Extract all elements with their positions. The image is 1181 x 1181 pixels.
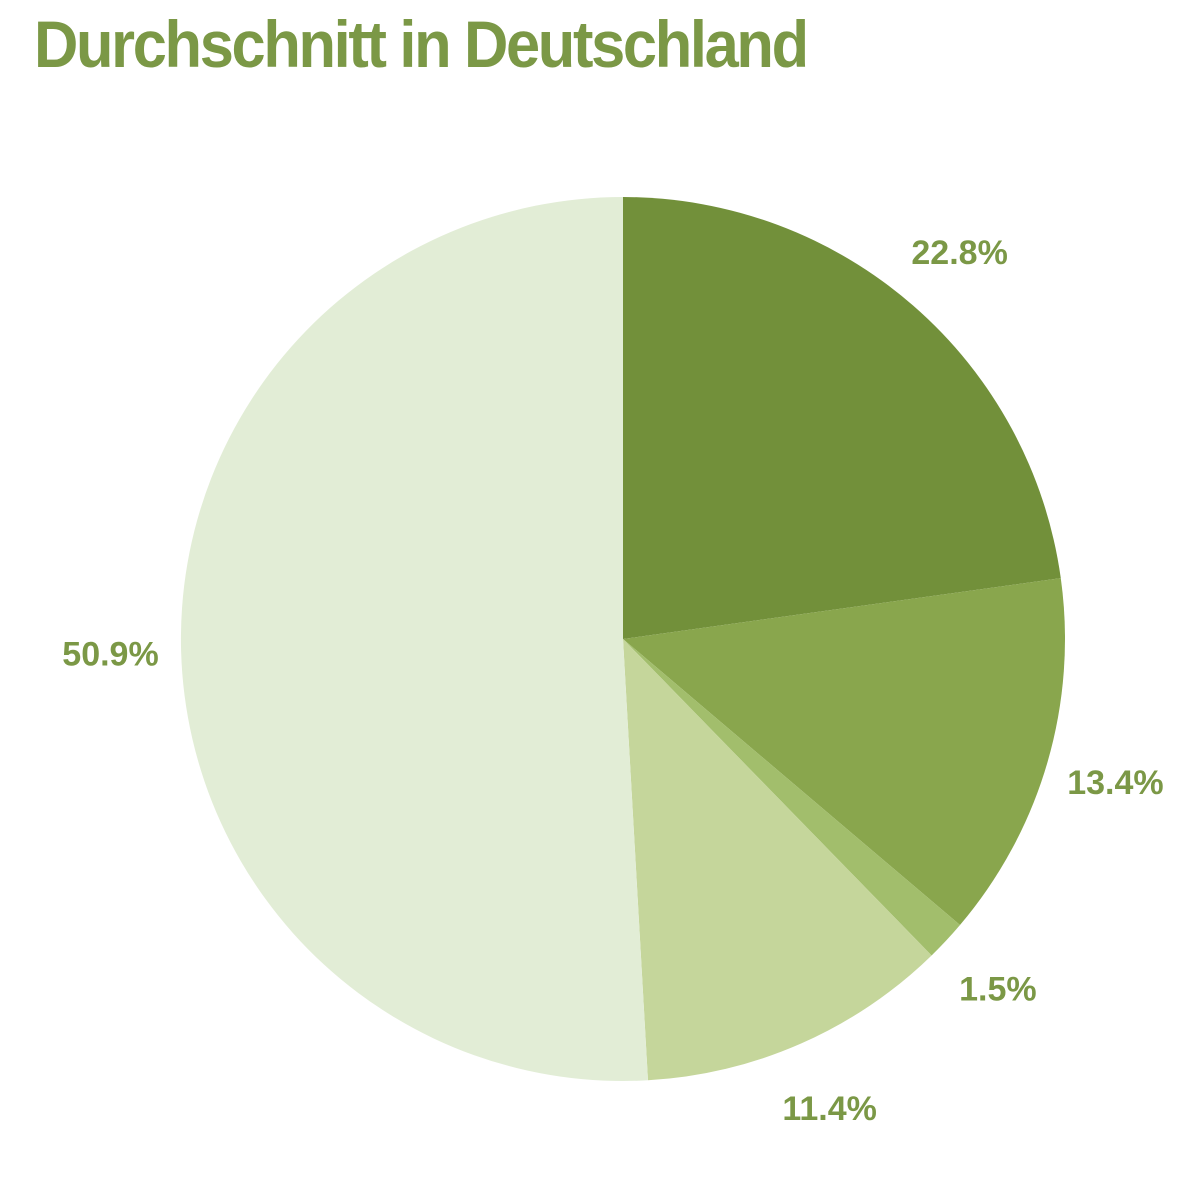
label-slice-13-4: 13.4% — [1067, 764, 1163, 802]
pie-slice-1-5 — [623, 639, 960, 956]
label-slice-22-8: 22.8% — [911, 234, 1007, 272]
chart-title: Durchschnitt in Deutschland — [34, 7, 809, 81]
label-slice-11-4: 11.4% — [782, 1090, 877, 1128]
pie-slice-50-9 — [180, 197, 648, 1081]
label-slice-50-9: 50.9% — [62, 635, 158, 673]
label-slice-1-5: 1.5% — [959, 971, 1037, 1009]
pie-slice-22-8 — [623, 197, 1061, 639]
pie-slice-11-4 — [623, 639, 932, 1081]
pie-slice-13-4 — [623, 578, 1065, 925]
